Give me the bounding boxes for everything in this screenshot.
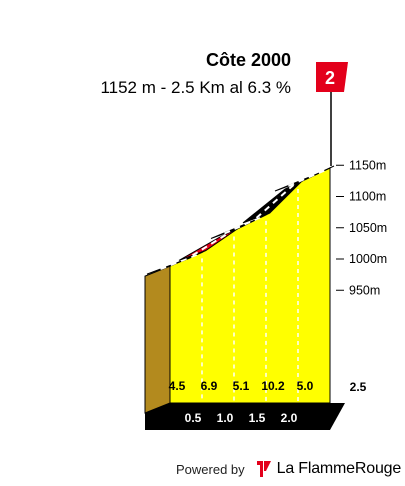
category-badge	[316, 62, 348, 92]
segment-gradient-label: 5.0	[297, 379, 314, 393]
segment-gradient-label: 4.5	[169, 379, 186, 393]
road-center-dash	[224, 215, 262, 235]
distance-tick-label: 2.0	[281, 411, 298, 425]
altitude-tick-label: 950m	[349, 283, 380, 297]
segment-gradient-label: 6.9	[201, 379, 218, 393]
road-center-dash	[160, 253, 198, 271]
road-center-dash	[191, 231, 231, 257]
brand-name-part2: Rouge	[354, 460, 402, 477]
altitude-tick-label: 1050m	[349, 221, 387, 235]
distance-tick-label: 0.5	[185, 411, 202, 425]
segment-gradient-label: 5.1	[233, 379, 250, 393]
category-badge-number: 2	[325, 68, 335, 88]
road-center-dash	[288, 169, 326, 187]
altitude-tick-label: 1000m	[349, 252, 387, 266]
profile-area	[169, 167, 331, 404]
road-center-dash	[255, 184, 295, 219]
altitude-tick-label: 1100m	[349, 190, 386, 204]
distance-tick-label: 1.5	[249, 411, 266, 425]
footer: Powered by La FlammeRouge	[176, 459, 401, 479]
distance-tick-label: 1.0	[217, 411, 234, 425]
climb-title: Côte 2000	[205, 50, 291, 70]
distance-tick-label: 2.5	[350, 380, 367, 394]
profile-side-face	[144, 265, 171, 414]
climb-summary: 1152 m - 2.5 Km al 6.3 %	[100, 78, 291, 97]
flame-logo-icon	[256, 461, 271, 477]
altitude-tick-label: 1150m	[349, 158, 386, 172]
powered-by-label: Powered by	[176, 461, 245, 477]
brand-name: La FlammeRouge	[276, 460, 402, 478]
segment-gradient-label: 10.2	[261, 379, 285, 393]
distance-base	[145, 403, 345, 430]
brand-name-part1: La Flamme	[276, 460, 355, 477]
